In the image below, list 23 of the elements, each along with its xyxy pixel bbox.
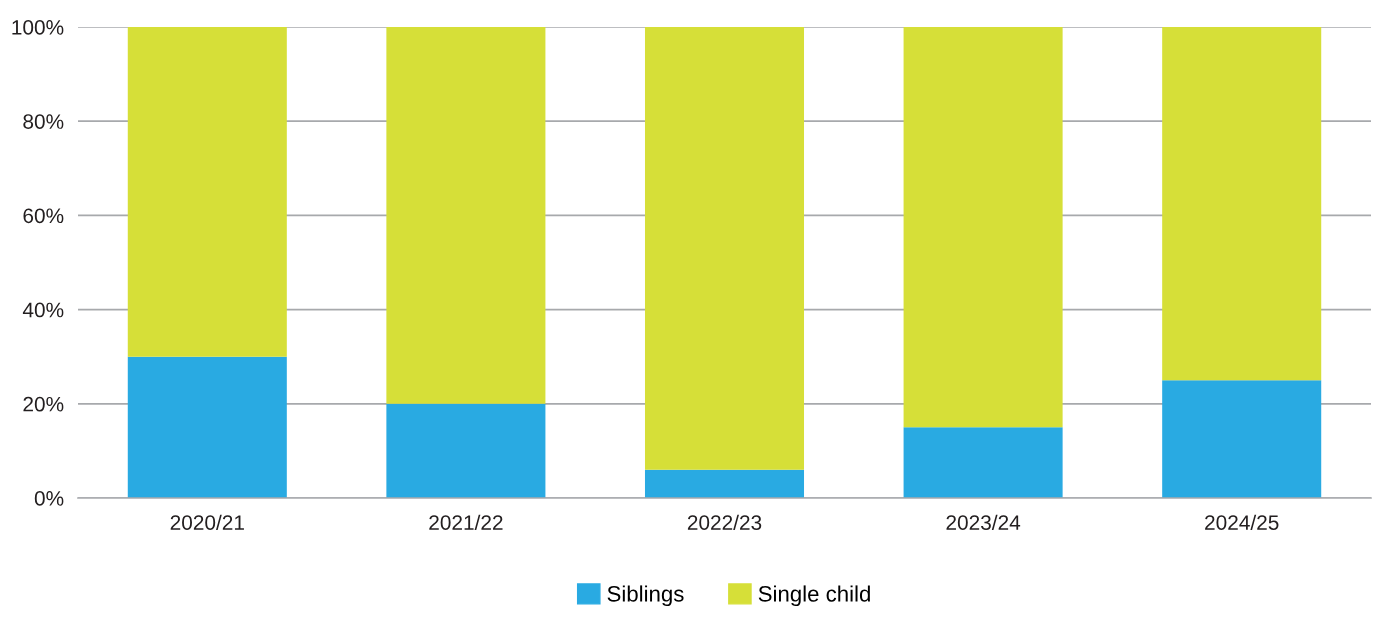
- bar: [386, 27, 546, 404]
- bar: [1162, 27, 1322, 381]
- bar: [1162, 380, 1322, 498]
- bar: [386, 403, 546, 498]
- y-tick-label: 0%: [34, 491, 64, 506]
- bar: [127, 356, 287, 498]
- y-tick-label: 20%: [23, 396, 64, 412]
- x-tick-label: 2021/22: [429, 514, 503, 530]
- bar: [903, 27, 1063, 428]
- bar: [903, 427, 1063, 498]
- bar: [644, 469, 805, 498]
- y-tick-label: 60%: [23, 208, 64, 224]
- y-tick-label: 80%: [23, 114, 64, 129]
- y-tick-label: 40%: [22, 302, 64, 318]
- x-tick-label: 2023/24: [946, 514, 1021, 530]
- x-tick-label: 2020/21: [170, 514, 244, 530]
- bar: [127, 27, 287, 357]
- x-tick-label: 2022/23: [687, 514, 762, 530]
- legend-label: Single child: [758, 585, 870, 607]
- y-tick-label: 100%: [12, 20, 64, 35]
- legend-label: Siblings: [607, 585, 684, 607]
- x-tick-label: 2024/25: [1205, 514, 1279, 530]
- bar: [644, 27, 805, 470]
